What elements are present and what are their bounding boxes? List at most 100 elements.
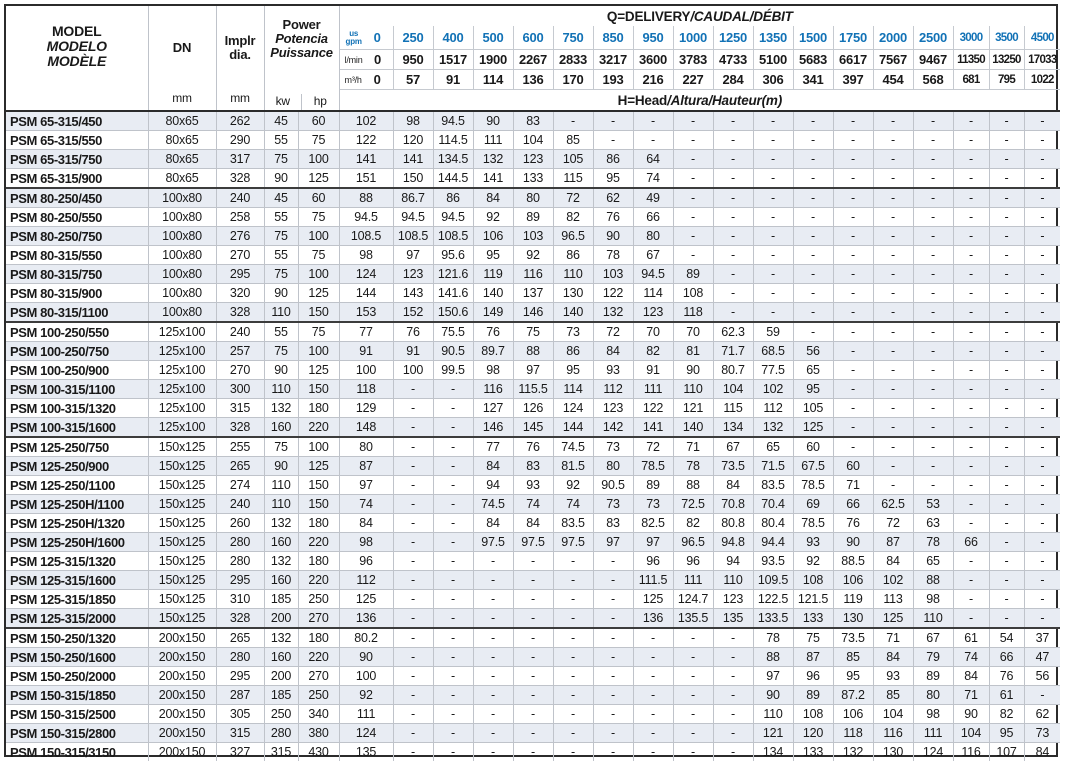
head-value-cell: - <box>673 130 714 150</box>
head-value-cell: 74 <box>513 494 554 514</box>
head-value-cell: 97.5 <box>473 532 514 552</box>
power-header-fr: Puissance <box>270 45 333 60</box>
head-value-cell: - <box>593 685 634 705</box>
impeller-dia-cell: 276 <box>216 226 265 246</box>
head-value-cell: - <box>473 589 514 609</box>
head-value-cell: 97 <box>513 360 554 380</box>
head-value-cell: - <box>593 589 634 609</box>
hp-cell: 180 <box>298 513 340 533</box>
head-value-cell: - <box>873 283 914 303</box>
kw-cell: 132 <box>264 627 299 648</box>
flow-lmin-value-cell: 9467 <box>913 49 954 71</box>
head-value-cell: - <box>673 187 714 208</box>
head-value-cell: 124 <box>339 264 394 284</box>
head-value-cell: 102 <box>753 379 794 399</box>
flow-lmin-value-cell: 5683 <box>793 49 834 71</box>
table-row: PSM 80-315/1100 100x80 328 110 150 153 152 150.… <box>6 302 1061 322</box>
head-value-cell: 132 <box>473 149 514 169</box>
head-value-cell: 83 <box>513 456 554 476</box>
flow-gpm-value-cell: 400 <box>433 26 474 50</box>
kw-cell: 110 <box>264 379 299 399</box>
head-value-cell: 96 <box>673 551 714 571</box>
head-value-cell: - <box>913 245 954 265</box>
head-value-cell: - <box>753 111 794 131</box>
dn-cell: 100x80 <box>148 187 217 208</box>
head-value-cell: - <box>953 475 990 495</box>
impeller-dia-cell: 315 <box>216 398 265 418</box>
table-row: PSM 80-250/550 100x80 258 55 75 94.5 94.5 94.5 9… <box>6 207 1061 227</box>
head-value-cell: 94 <box>473 475 514 495</box>
table-row: PSM 150-315/1850 200x150 287 185 250 92- - - - - -… <box>6 685 1061 705</box>
head-value-cell: - <box>713 742 754 761</box>
head-value-cell: - <box>1024 532 1061 552</box>
head-value-cell: - <box>1024 685 1061 705</box>
hp-cell: 150 <box>298 475 340 495</box>
head-value-cell: 127 <box>473 398 514 418</box>
flow-gpm-value-cell: 1250 <box>713 26 754 50</box>
head-value-cell: 59 <box>753 321 794 342</box>
head-value-cell: - <box>713 647 754 667</box>
flow-lmin-value-cell: 950 <box>393 49 434 71</box>
head-value-cell: 151 <box>339 168 394 188</box>
head-value-cell: - <box>433 647 474 667</box>
hp-cell: 75 <box>298 245 340 265</box>
head-value-cell: - <box>393 532 434 552</box>
hp-cell: 220 <box>298 647 340 667</box>
model-cell: PSM 125-250H/1320 <box>6 513 149 533</box>
head-value-cell: - <box>553 723 594 743</box>
head-value-cell: 102 <box>873 570 914 590</box>
hp-cell: 180 <box>298 627 340 648</box>
table-row: PSM 125-315/2000 150x125 328 200 270 136- - - - -… <box>6 608 1061 628</box>
power-header-es: Potencia <box>275 31 328 46</box>
head-value-cell: 74.5 <box>473 494 514 514</box>
head-value-cell: 103 <box>513 226 554 246</box>
head-value-cell: - <box>553 666 594 686</box>
head-value-cell: - <box>913 436 954 457</box>
head-value-cell: 95 <box>473 245 514 265</box>
model-cell: PSM 80-315/550 <box>6 245 149 265</box>
head-value-cell: 107 <box>989 742 1025 761</box>
head-value-cell: - <box>393 398 434 418</box>
head-value-cell: 123 <box>633 302 674 322</box>
head-value-cell: 86 <box>553 341 594 361</box>
head-value-cell: 65 <box>753 436 794 457</box>
head-value-cell: - <box>433 398 474 418</box>
head-value-cell: - <box>553 685 594 705</box>
head-value-cell: 77 <box>473 436 514 457</box>
head-value-cell: 87 <box>793 647 834 667</box>
head-value-cell: 100 <box>339 360 394 380</box>
head-value-cell: - <box>753 207 794 227</box>
head-value-cell: 80.7 <box>713 360 754 380</box>
us-gpm-unit-label: us gpm <box>345 29 363 46</box>
head-value-cell: - <box>793 207 834 227</box>
head-value-cell: 90 <box>673 360 714 380</box>
head-value-cell: - <box>553 742 594 761</box>
head-value-cell: - <box>953 494 990 514</box>
head-value-cell: - <box>1024 360 1061 380</box>
head-value-cell: 133 <box>793 742 834 761</box>
head-value-cell: - <box>989 589 1025 609</box>
model-cell: PSM 80-250/450 <box>6 187 149 208</box>
kw-cell: 90 <box>264 283 299 303</box>
head-value-cell: - <box>953 111 990 131</box>
dn-cell: 100x80 <box>148 264 217 284</box>
head-value-cell: - <box>393 417 434 437</box>
head-value-cell: 134.5 <box>433 149 474 169</box>
head-value-cell: - <box>953 226 990 246</box>
head-value-cell: 56 <box>793 341 834 361</box>
head-value-cell: 61 <box>989 685 1025 705</box>
head-value-cell: - <box>393 570 434 590</box>
head-value-cell: 86 <box>593 149 634 169</box>
impeller-dia-cell: 265 <box>216 627 265 648</box>
head-value-cell: - <box>1024 456 1061 476</box>
head-value-cell: - <box>989 111 1025 131</box>
head-value-cell: - <box>673 245 714 265</box>
head-value-cell: - <box>953 187 990 208</box>
model-cell: PSM 100-315/1320 <box>6 398 149 418</box>
head-value-cell: 69 <box>793 494 834 514</box>
flow-m3h-value-cell: 193 <box>593 69 634 91</box>
head-value-cell: - <box>1024 417 1061 437</box>
head-value-cell: 108.5 <box>339 226 394 246</box>
head-value-cell: 91 <box>633 360 674 380</box>
head-value-cell: - <box>1024 398 1061 418</box>
